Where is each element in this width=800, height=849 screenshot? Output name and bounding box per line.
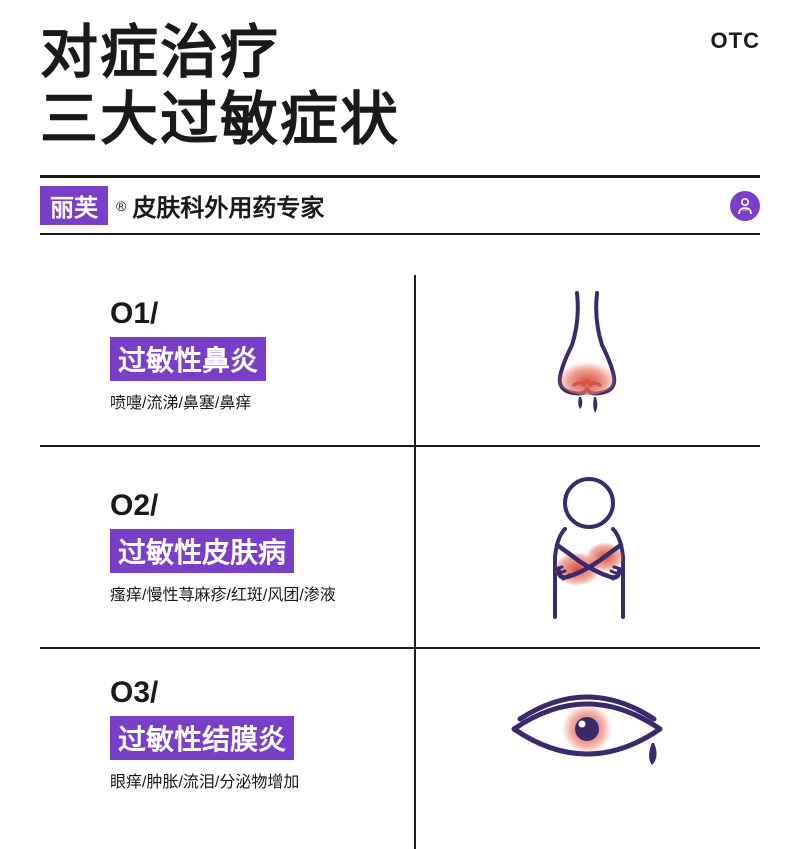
otc-badge: OTC [711,28,760,54]
brand-name: 丽芙 [50,188,98,223]
symptom-desc: 瘙痒/慢性荨麻疹/红斑/风团/渗液 [110,581,414,605]
symptom-desc: 喷嚏/流涕/鼻塞/鼻痒 [110,389,414,413]
brand-left: 丽芙 ® 皮肤科外用药专家 [40,186,324,225]
symptom-row: O2/ 过敏性皮肤病 瘙痒/慢性荨麻疹/红斑/风团/渗液 [40,447,760,649]
body-scratch-icon [414,467,760,627]
symptom-row: O1/ 过敏性鼻炎 喷嚏/流涕/鼻塞/鼻痒 [40,265,760,447]
symptom-text: O2/ 过敏性皮肤病 瘙痒/慢性荨麻疹/红斑/风团/渗液 [40,489,414,605]
symptom-title: 过敏性鼻炎 [110,337,266,381]
eye-icon [414,679,760,789]
symptom-row: O3/ 过敏性结膜炎 眼痒/肿胀/流泪/分泌物增加 [40,649,760,819]
symptoms-list: O1/ 过敏性鼻炎 喷嚏/流涕/鼻塞/鼻痒 [40,265,760,819]
symptom-title: 过敏性结膜炎 [110,716,294,760]
brand-row: 丽芙 ® 皮肤科外用药专家 [40,186,760,235]
divider-top [40,175,760,178]
symptom-text: O1/ 过敏性鼻炎 喷嚏/流涕/鼻塞/鼻痒 [40,297,414,413]
doctor-icon [730,191,760,221]
symptom-num: O2/ [110,489,414,523]
symptom-title: 过敏性皮肤病 [110,529,294,573]
brand-tagline: 皮肤科外用药专家 [132,188,324,223]
headline: 对症治疗 三大过敏症状 [0,0,800,163]
symptom-desc: 眼痒/肿胀/流泪/分泌物增加 [110,768,414,792]
headline-line-2: 三大过敏症状 [40,87,760,154]
headline-line-1: 对症治疗 [40,20,760,87]
symptom-num: O3/ [110,676,414,710]
symptom-text: O3/ 过敏性结膜炎 眼痒/肿胀/流泪/分泌物增加 [40,676,414,792]
nose-icon [414,285,760,425]
brand-reg: ® [116,198,126,214]
symptom-num: O1/ [110,297,414,331]
brand-name-pill: 丽芙 [40,186,108,225]
